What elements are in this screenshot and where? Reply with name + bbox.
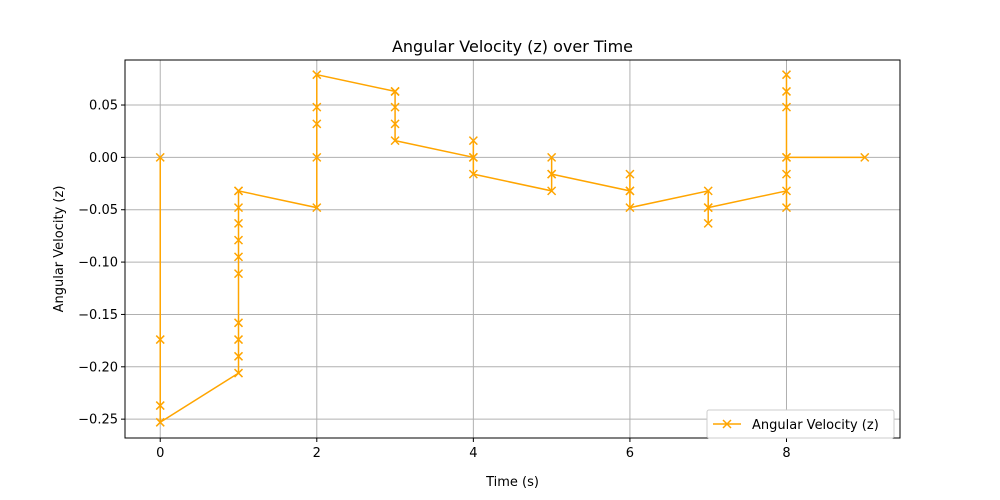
data-point-marker xyxy=(781,152,792,162)
legend-label: Angular Velocity (z) xyxy=(752,418,879,433)
data-point-marker xyxy=(155,152,165,162)
legend-box xyxy=(706,409,895,439)
data-point-marker xyxy=(233,335,244,345)
data-point-marker xyxy=(547,152,557,162)
legend-marker-x-icon xyxy=(722,419,732,429)
data-point-marker xyxy=(312,152,322,162)
data-point-marker xyxy=(781,102,792,112)
data-point-marker xyxy=(547,169,557,179)
data-point-marker xyxy=(781,70,792,80)
data-point-marker xyxy=(781,169,792,179)
x-tick-label: 4 xyxy=(469,446,477,461)
data-point-marker xyxy=(312,102,322,112)
data-point-marker xyxy=(703,203,713,213)
x-axis-label: Time (s) xyxy=(485,475,539,490)
data-point-marker xyxy=(468,152,478,162)
data-point-marker xyxy=(703,218,713,228)
y-tick-label: −0.25 xyxy=(78,413,118,428)
data-point-marker xyxy=(312,203,322,213)
x-tick-label: 0 xyxy=(156,446,164,461)
series-layer xyxy=(155,70,870,427)
data-point-marker xyxy=(155,417,165,427)
data-point-marker xyxy=(625,169,635,179)
data-point-marker xyxy=(233,203,244,213)
data-point-marker xyxy=(233,318,244,328)
x-tick-label: 2 xyxy=(313,446,321,461)
y-tick-label: −0.20 xyxy=(78,360,118,375)
chart-title: Angular Velocity (z) over Time xyxy=(392,37,633,56)
y-axis-label: Angular Velocity (z) xyxy=(52,186,67,313)
x-tick-label: 6 xyxy=(626,446,634,461)
data-point-marker xyxy=(312,70,322,80)
y-tick-label: −0.10 xyxy=(78,256,118,271)
data-point-marker xyxy=(781,86,792,96)
data-point-marker xyxy=(781,203,792,213)
grid xyxy=(125,60,900,438)
data-point-marker xyxy=(468,136,478,146)
data-point-marker xyxy=(155,401,165,411)
data-point-marker xyxy=(703,186,713,196)
y-tick-label: −0.15 xyxy=(78,308,118,323)
data-point-marker xyxy=(547,186,557,196)
plot-frame xyxy=(124,59,901,439)
data-point-marker xyxy=(233,186,244,196)
legend: Angular Velocity (z) xyxy=(706,409,895,439)
y-tick-label: 0.00 xyxy=(89,151,118,166)
data-point-marker xyxy=(468,169,478,179)
data-point-marker xyxy=(390,102,400,112)
y-tick-label: 0.05 xyxy=(89,99,118,114)
data-point-marker xyxy=(233,252,244,262)
y-tick-label: −0.05 xyxy=(78,203,118,218)
ticks: 0 2 4 6 8 −0.25 −0.20 −0.15 −0.10 −0.05 0.00 0.05 xyxy=(78,99,790,461)
data-point-marker xyxy=(390,136,400,146)
data-point-marker xyxy=(390,119,400,129)
data-point-marker xyxy=(625,203,635,213)
data-point-marker xyxy=(781,186,792,196)
data-point-marker xyxy=(390,86,400,96)
data-point-marker xyxy=(233,368,244,378)
data-point-marker xyxy=(233,269,244,279)
data-point-marker xyxy=(233,235,244,245)
data-point-marker xyxy=(233,351,244,361)
data-point-marker xyxy=(625,186,635,196)
data-point-marker xyxy=(233,218,244,228)
data-point-marker xyxy=(312,119,322,129)
data-point-marker xyxy=(155,335,165,345)
data-point-marker xyxy=(860,152,870,162)
x-tick-label: 8 xyxy=(782,446,790,461)
